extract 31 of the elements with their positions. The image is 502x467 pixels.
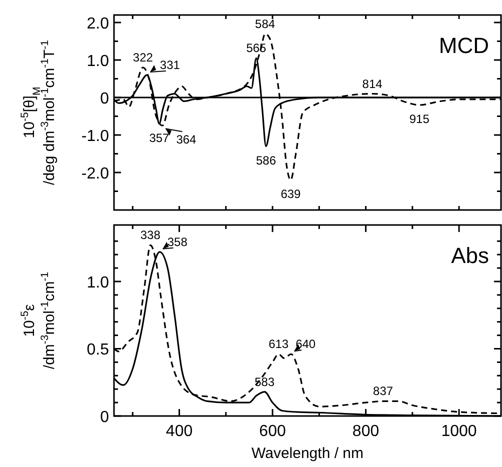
text: MCD <box>438 33 489 58</box>
y-tick-label: 0.5 <box>86 342 110 359</box>
annotation: 837 <box>373 384 394 398</box>
y-tick-label: 0 <box>100 409 110 426</box>
x-tick-label: 1000 <box>441 423 477 440</box>
y-tick-label: -1.0 <box>81 128 110 145</box>
x-tick-label: 600 <box>259 423 286 440</box>
x-axis-title: Wavelength / nm <box>252 445 364 462</box>
x-tick-label: 400 <box>166 423 193 440</box>
text: Abs <box>451 243 489 268</box>
y-tick-label: 1.0 <box>86 274 110 292</box>
y-tick-label: -2.0 <box>81 166 110 182</box>
annotation: 338 <box>140 228 161 242</box>
annotation: 584 <box>255 16 276 31</box>
annotation: 613 <box>268 337 289 352</box>
annotation: 565 <box>246 41 267 56</box>
annotation: 357 <box>149 130 170 145</box>
y-tick-label: 2.0 <box>86 16 110 32</box>
annotation: 331 <box>160 58 180 72</box>
annotation: 583 <box>254 374 275 389</box>
annotation: 358 <box>167 234 188 249</box>
annotation: 639 <box>280 187 302 201</box>
y-tick-label: 0 <box>100 90 110 108</box>
x-tick-label: 800 <box>352 423 380 440</box>
annotation: 814 <box>362 76 383 91</box>
annotation: 915 <box>409 112 430 126</box>
annotation: 640 <box>296 337 316 352</box>
y-tick-label: 1.0 <box>86 53 110 70</box>
annotation: 364 <box>176 132 197 147</box>
annotation: 586 <box>256 153 276 168</box>
annotation: 322 <box>132 50 154 64</box>
